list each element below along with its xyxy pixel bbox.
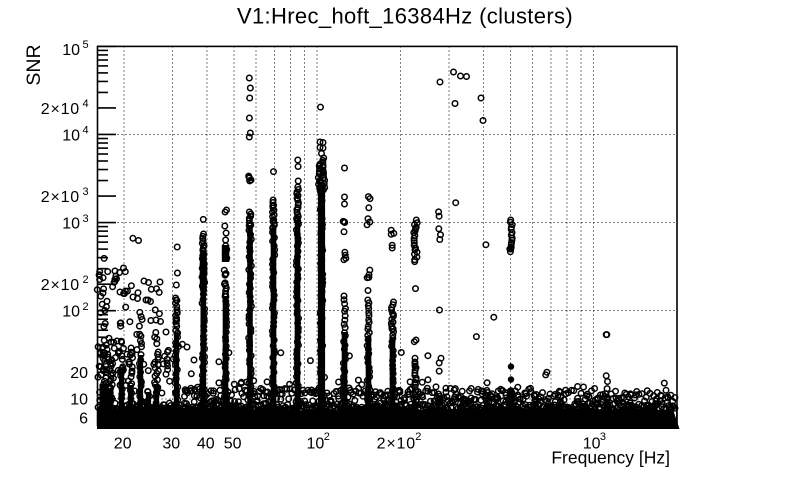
- svg-text:10: 10: [62, 42, 80, 59]
- svg-text:Frequency [Hz]: Frequency [Hz]: [551, 448, 670, 468]
- svg-text:4: 4: [83, 98, 89, 110]
- svg-text:2: 2: [324, 431, 330, 443]
- svg-text:2: 2: [83, 274, 89, 286]
- svg-text:40: 40: [197, 435, 215, 452]
- svg-text:10: 10: [307, 435, 325, 452]
- svg-text:20: 20: [114, 435, 132, 452]
- svg-text:V1:Hrec_hoft_16384Hz (clusters: V1:Hrec_hoft_16384Hz (clusters): [237, 4, 573, 29]
- svg-text:2×10: 2×10: [41, 277, 80, 294]
- svg-text:2×10: 2×10: [41, 189, 80, 206]
- svg-text:10: 10: [583, 435, 601, 452]
- svg-text:10: 10: [62, 127, 80, 144]
- svg-text:3: 3: [83, 186, 89, 198]
- svg-text:10: 10: [62, 215, 80, 232]
- svg-text:5: 5: [83, 39, 89, 51]
- svg-text:30: 30: [162, 435, 180, 452]
- svg-text:2: 2: [415, 431, 421, 443]
- svg-text:10: 10: [62, 304, 80, 321]
- svg-text:10: 10: [70, 392, 88, 409]
- svg-text:SNR: SNR: [23, 44, 45, 85]
- svg-text:2×10: 2×10: [41, 101, 80, 118]
- svg-text:2×10: 2×10: [377, 435, 416, 452]
- svg-text:3: 3: [600, 431, 606, 443]
- svg-text:2: 2: [83, 301, 89, 313]
- svg-text:20: 20: [70, 365, 88, 382]
- svg-text:50: 50: [224, 435, 242, 452]
- svg-text:4: 4: [83, 125, 89, 137]
- svg-text:6: 6: [79, 410, 88, 427]
- svg-text:3: 3: [83, 213, 89, 225]
